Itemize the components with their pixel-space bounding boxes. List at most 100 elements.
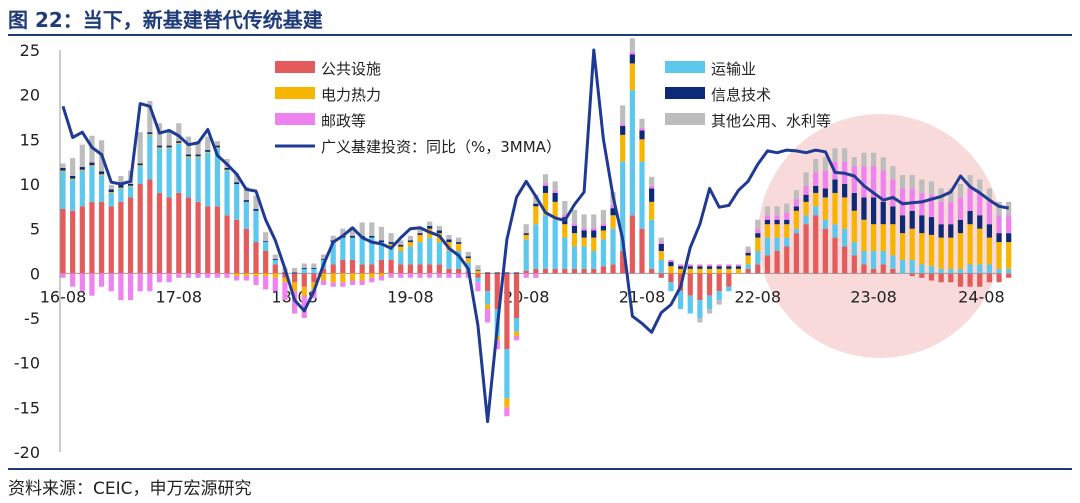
bar-segment-info [977, 215, 983, 229]
bar-segment-other [919, 179, 925, 193]
legend-label: 运输业 [711, 60, 756, 78]
bar-segment-other [591, 214, 597, 228]
bar-segment-postal [706, 264, 713, 267]
bar-segment-info [465, 256, 471, 259]
bar-segment-transport [658, 259, 664, 274]
bar-segment-transport [996, 268, 1002, 274]
bar-segment-other [890, 166, 896, 180]
bar-segment-postal [620, 123, 626, 126]
bar-segment-power [784, 224, 790, 238]
bar-segment-power [99, 174, 105, 176]
bar-segment-other [822, 157, 828, 171]
bar-segment-info [166, 145, 172, 148]
bar-segment-info [311, 267, 317, 269]
bar-segment-other [552, 181, 558, 191]
background-layer [758, 114, 1002, 358]
bar-segment-power [620, 134, 626, 162]
bar-segment-postal [764, 215, 771, 220]
bar-segment-info [60, 167, 66, 171]
bar-segment-postal [755, 228, 761, 234]
bar-segment-public [861, 264, 867, 274]
bar-segment-power [330, 273, 336, 283]
bar-segment-other [195, 141, 201, 155]
bar-segment-public [456, 268, 462, 274]
bar-segment-power [214, 147, 220, 149]
bar-segment-postal [996, 215, 1002, 234]
bar-segment-power [716, 268, 722, 274]
bar-segment-info [697, 266, 703, 269]
bar-segment-power [320, 273, 327, 281]
legend-label: 广义基建投资：同比（%，3MMA） [321, 138, 561, 156]
bar-segment-other [581, 214, 587, 228]
bar-segment-postal [127, 273, 134, 301]
bar-segment-power [774, 224, 780, 238]
bar-segment-info [504, 272, 510, 274]
bar-segment-postal [813, 172, 819, 186]
bar-segment-other [755, 219, 761, 229]
bar-segment-postal [147, 273, 153, 292]
bar-segment-other [388, 233, 394, 243]
y-tick-label: 15 [20, 130, 40, 149]
bar-segment-transport [263, 242, 269, 251]
bar-segment-info [591, 230, 597, 238]
bar-segment-postal [70, 273, 76, 287]
source-note: 资料来源：CEIC，申万宏源研究 [8, 479, 252, 499]
bar-segment-power [842, 197, 848, 229]
bar-segment-public [195, 201, 201, 274]
bar-segment-transport [957, 268, 964, 274]
bar-segment-transport [108, 192, 114, 207]
bar-segment-other [871, 152, 877, 167]
bar-segment-power [793, 210, 799, 229]
bar-segment-power [475, 270, 481, 274]
bar-segment-info [176, 141, 182, 143]
bar-segment-public [417, 264, 423, 274]
bar-segment-info [745, 252, 751, 256]
bar-segment-power [349, 273, 356, 281]
bottom-rule [8, 468, 1072, 470]
bar-segment-postal [745, 251, 751, 253]
bar-segment-public [475, 273, 481, 278]
bar-segment-transport [668, 282, 674, 292]
bar-segment-power [880, 224, 886, 251]
bar-segment-postal [234, 276, 240, 281]
x-tick-label: 17-08 [156, 287, 203, 306]
bar-segment-transport [253, 210, 259, 243]
bar-segment-transport [764, 237, 771, 256]
bar-segment-power [764, 224, 771, 238]
bar-segment-other [523, 224, 529, 234]
bar-segment-other [407, 235, 413, 241]
bar-segment-postal [928, 194, 935, 218]
bar-segment-power [649, 201, 655, 220]
bar-segment-info [909, 210, 915, 229]
bar-segment-postal [523, 273, 529, 278]
bar-segment-power [871, 224, 877, 251]
bar-segment-power [909, 228, 915, 260]
bar-segment-transport [967, 264, 973, 274]
bar-segment-info [919, 215, 925, 234]
bar-segment-other [214, 141, 220, 146]
bar-segment-other [398, 240, 404, 245]
chart-title: 图 22：当下，新基建替代传统基建 [8, 8, 323, 32]
bar-segment-power [282, 277, 288, 283]
bar-segment-postal [272, 277, 278, 292]
y-tick-label: 25 [20, 41, 40, 60]
bar-segment-other [600, 209, 606, 224]
bar-segment-power [542, 192, 549, 216]
bar-segment-public [687, 273, 693, 296]
bar-segment-info [658, 243, 664, 251]
bar-segment-other [292, 267, 298, 273]
bar-segment-info [243, 200, 249, 202]
bar-segment-power [166, 147, 172, 149]
bar-segment-transport [899, 259, 906, 274]
bar-segment-info [726, 266, 732, 269]
bar-segment-public [967, 273, 973, 287]
bar-segment-power [591, 237, 597, 251]
bar-segment-other [369, 222, 375, 236]
bar-segment-postal [436, 273, 442, 278]
bar-segment-public [851, 255, 857, 274]
bar-segment-power [253, 273, 259, 277]
bar-segment-postal [176, 273, 182, 278]
bar-segment-other [1006, 201, 1012, 216]
bar-segment-power [562, 224, 568, 238]
bar-segment-transport [176, 143, 182, 193]
